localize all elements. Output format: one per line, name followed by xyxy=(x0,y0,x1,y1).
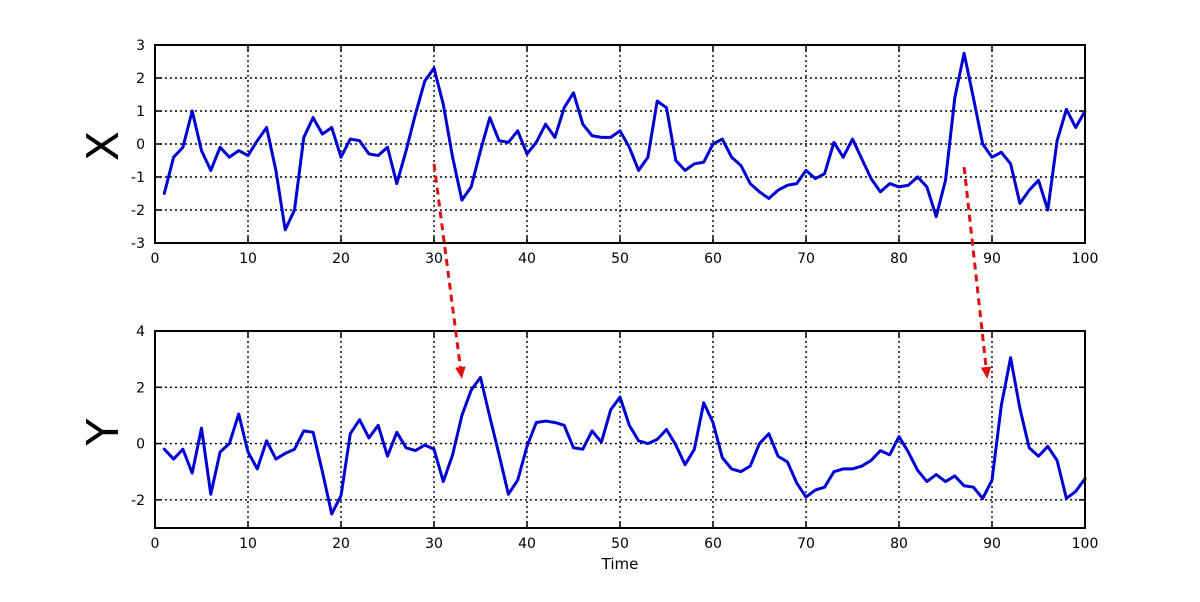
lag-arrow-head xyxy=(980,366,992,379)
x-tick-label: 40 xyxy=(518,536,536,552)
y-tick-label: 0 xyxy=(136,137,145,153)
lag-arrow-shaft xyxy=(432,163,463,369)
y-tick-label: 0 xyxy=(136,437,145,453)
y-panel-series xyxy=(162,356,1087,516)
x-panel: 0 10 20 30 40 50 60 70 80 90 100 -3 -2 -1 0 1 2 3 X xyxy=(78,38,1098,267)
x-tick-label: 60 xyxy=(704,536,722,552)
y-panel: 0 10 20 30 40 50 60 70 80 90 100 -2 0 2 4 Y Time xyxy=(78,324,1098,573)
x-tick-label: 10 xyxy=(239,536,257,552)
x-tick-label: 90 xyxy=(983,251,1001,267)
y-tick-label: 3 xyxy=(136,38,145,54)
y-panel-grid xyxy=(155,331,1085,528)
x-tick-label: 20 xyxy=(332,536,350,552)
lag-arrow-shaft xyxy=(962,166,988,369)
x-tick-label: 0 xyxy=(151,251,160,267)
lag-arrow-head xyxy=(455,366,466,379)
y-panel-frame xyxy=(154,330,1086,529)
x-panel-y-axis-title: X xyxy=(78,131,129,161)
y-panel-ticks: 0 10 20 30 40 50 60 70 80 90 100 -2 0 2 4 xyxy=(131,324,1098,552)
x-tick-label: 100 xyxy=(1072,251,1099,267)
x-tick-label: 50 xyxy=(611,536,629,552)
x-panel-series xyxy=(162,51,1087,232)
x-tick-label: 0 xyxy=(151,536,160,552)
series-line xyxy=(162,51,1087,232)
x-panel-ticks: 0 10 20 30 40 50 60 70 80 90 100 -3 -2 -1 0 1 2 3 xyxy=(131,38,1098,267)
x-tick-label: 90 xyxy=(983,536,1001,552)
x-tick-label: 20 xyxy=(332,251,350,267)
lag-arrows xyxy=(432,163,992,379)
x-tick-label: 10 xyxy=(239,251,257,267)
x-tick-label: 60 xyxy=(704,251,722,267)
y-tick-label: -2 xyxy=(131,203,145,219)
x-tick-label: 80 xyxy=(890,536,908,552)
x-tick-label: 70 xyxy=(797,251,815,267)
x-tick-label: 30 xyxy=(425,251,443,267)
y-tick-label: -2 xyxy=(131,493,145,509)
y-tick-label: -3 xyxy=(131,236,145,252)
time-axis-title: Time xyxy=(601,555,639,573)
y-tick-label: 2 xyxy=(136,71,145,87)
x-tick-label: 30 xyxy=(425,536,443,552)
series-line xyxy=(162,356,1087,516)
y-tick-label: -1 xyxy=(131,170,145,186)
x-tick-label: 70 xyxy=(797,536,815,552)
x-tick-label: 40 xyxy=(518,251,536,267)
x-tick-label: 50 xyxy=(611,251,629,267)
y-tick-label: 4 xyxy=(136,324,145,340)
y-panel-y-axis-title: Y xyxy=(78,418,129,446)
y-tick-label: 1 xyxy=(136,104,145,120)
x-tick-label: 100 xyxy=(1072,536,1099,552)
x-tick-label: 80 xyxy=(890,251,908,267)
y-tick-label: 2 xyxy=(136,380,145,396)
x-panel-grid xyxy=(155,45,1085,243)
